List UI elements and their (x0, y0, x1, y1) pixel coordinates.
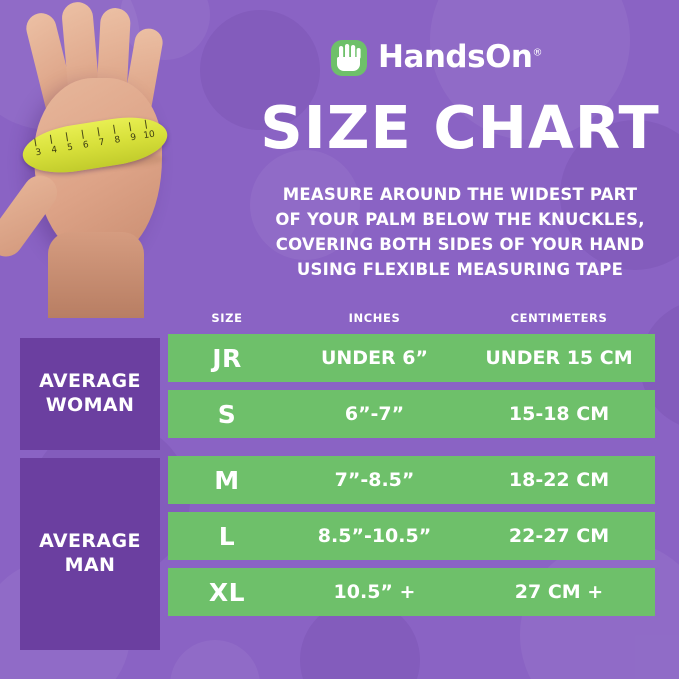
group-label-average-woman: AVERAGE WOMAN (20, 338, 160, 450)
cell-size: JR (212, 343, 242, 373)
tape-number: 5 (66, 142, 74, 154)
registered-mark: ® (532, 47, 543, 59)
cell-centimeters: 27 CM + (514, 581, 604, 603)
instruction-line: MEASURE AROUND THE WIDEST PART (282, 185, 638, 204)
tape-number: 3 (34, 147, 43, 159)
page-title: SIZE CHART (260, 93, 660, 162)
brand-name: HandsOn® (378, 39, 542, 75)
table-row: JR UNDER 6” UNDER 15 CM (168, 334, 655, 382)
hand-with-measuring-tape-photo: 3 4 5 6 7 8 9 10 (0, 0, 250, 318)
cell-centimeters: 22-27 CM (508, 525, 610, 547)
table-row: L 8.5”-10.5” 22-27 CM (168, 512, 655, 560)
table-header-row: SIZE INCHES CENTIMETERS (168, 302, 655, 334)
brand-logo: HandsOn® (330, 36, 542, 78)
size-chart-table: SIZE INCHES CENTIMETERS JR UNDER 6” UNDE… (168, 302, 655, 624)
cell-size: XL (208, 577, 246, 607)
brand-name-text: HandsOn (378, 39, 533, 75)
tape-number: 8 (113, 135, 122, 146)
tape-number: 9 (129, 132, 137, 144)
column-header-size: SIZE (211, 311, 243, 325)
cell-inches: 6”-7” (344, 403, 405, 425)
wrist (48, 232, 144, 318)
table-row: M 7”-8.5” 18-22 CM (168, 456, 655, 504)
cell-centimeters: 15-18 CM (508, 403, 610, 425)
cell-inches: 10.5” + (333, 581, 416, 603)
group-label-line2: MAN (64, 554, 116, 576)
cell-size: S (217, 399, 237, 429)
instructions-text: MEASURE AROUND THE WIDEST PART OF YOUR P… (246, 182, 674, 282)
tape-number: 10 (142, 129, 156, 142)
cell-inches: 8.5”-10.5” (317, 525, 432, 547)
group-label-average-man: AVERAGE MAN (20, 458, 160, 650)
cell-inches: UNDER 6” (320, 347, 429, 369)
tape-number: 4 (50, 145, 58, 156)
cell-size: M (214, 465, 240, 495)
cell-inches: 7”-8.5” (334, 469, 415, 491)
column-header-centimeters: CENTIMETERS (510, 311, 608, 325)
group-label-line1: AVERAGE (39, 370, 141, 393)
table-row: S 6”-7” 15-18 CM (168, 390, 655, 438)
column-header-inches: INCHES (348, 311, 401, 325)
tape-number: 7 (98, 137, 106, 149)
instruction-line: USING FLEXIBLE MEASURING TAPE (296, 260, 624, 280)
cell-size: L (218, 521, 236, 551)
group-label-line2: WOMAN (45, 394, 135, 416)
table-row: XL 10.5” + 27 CM + (168, 568, 655, 616)
decorative-bubble (170, 640, 260, 679)
instruction-line: OF YOUR PALM BELOW THE KNUCKLES, (275, 210, 645, 230)
instruction-line: COVERING BOTH SIDES OF YOUR HAND (275, 235, 645, 255)
group-label-line1: AVERAGE (39, 530, 141, 553)
handson-hand-logo-icon (330, 36, 368, 78)
cell-centimeters: 18-22 CM (508, 469, 610, 491)
tape-number: 6 (82, 140, 90, 151)
cell-centimeters: UNDER 15 CM (485, 347, 633, 369)
